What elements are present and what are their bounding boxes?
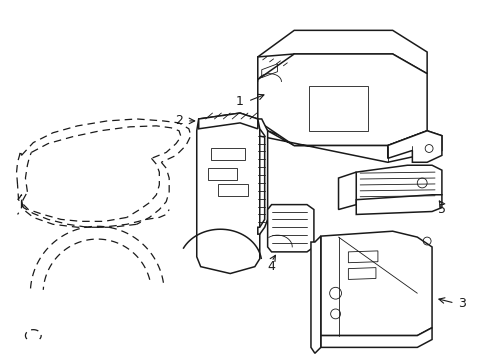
Text: 4: 4 <box>267 260 275 273</box>
Polygon shape <box>196 113 259 274</box>
Polygon shape <box>257 54 294 141</box>
Polygon shape <box>257 30 426 80</box>
Polygon shape <box>257 121 441 162</box>
Polygon shape <box>356 195 441 215</box>
Polygon shape <box>198 113 257 129</box>
Text: 2: 2 <box>175 114 183 127</box>
Polygon shape <box>257 54 426 145</box>
Text: 3: 3 <box>457 297 465 310</box>
Polygon shape <box>387 131 441 162</box>
Polygon shape <box>356 165 441 204</box>
Polygon shape <box>338 172 356 210</box>
Polygon shape <box>320 328 431 347</box>
Polygon shape <box>257 119 267 234</box>
Polygon shape <box>310 236 320 353</box>
Text: 5: 5 <box>437 203 445 216</box>
Polygon shape <box>267 204 313 252</box>
Text: 1: 1 <box>236 95 244 108</box>
Polygon shape <box>320 231 431 336</box>
